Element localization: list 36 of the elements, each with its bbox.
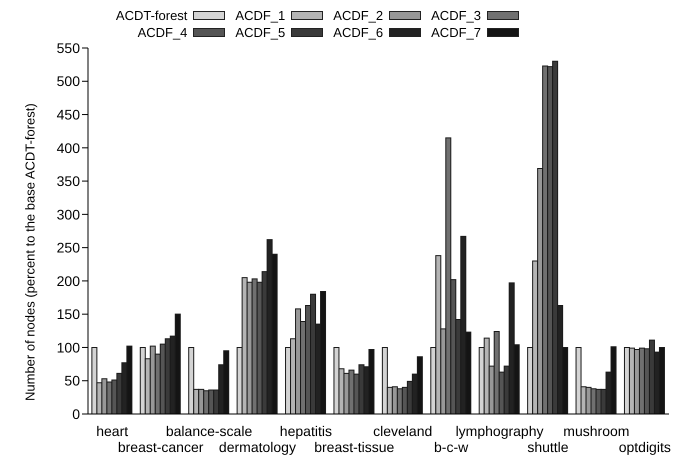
legend-label: ACDF_4: [138, 25, 188, 40]
x-tick-label: balance-scale: [166, 423, 252, 439]
y-tick-label: 50: [64, 372, 80, 389]
x-tick-label: hepatitis: [280, 423, 332, 439]
y-tick-label: 500: [56, 73, 80, 90]
bar: [91, 346, 98, 414]
legend-label: ACDF_6: [333, 25, 384, 40]
x-tick-label: breast-tissue: [314, 439, 395, 455]
x-tick-label: b-c-w: [434, 439, 470, 455]
y-tick-label: 100: [56, 339, 80, 356]
legend-label: ACDT-forest: [116, 8, 188, 23]
y-tick-label: 0: [72, 406, 80, 422]
legend-label: ACDF_3: [431, 8, 481, 23]
y-tick-label: 350: [56, 173, 80, 190]
y-tick-label: 550: [56, 40, 80, 56]
x-tick-label: optdigits: [618, 439, 671, 455]
y-tick-label: 450: [56, 106, 80, 123]
legend-label: ACDF_7: [431, 25, 481, 40]
y-tick-label: 200: [56, 272, 80, 289]
y-tick-label: 300: [56, 206, 80, 222]
legend-label: ACDF_2: [333, 8, 384, 23]
y-tick-label: 250: [56, 240, 80, 256]
x-tick-label: heart: [96, 423, 128, 439]
legend-label: ACDF_5: [235, 25, 286, 40]
x-tick-label: cleveland: [373, 423, 432, 439]
x-tick-label: mushroom: [563, 423, 630, 439]
y-tick-label: 400: [56, 140, 80, 156]
y-axis-title: Number of nodes (percent to the base ACDT-forest): [22, 103, 38, 401]
bar: [382, 346, 388, 414]
y-tick-label: 150: [56, 306, 80, 322]
x-tick-label: shuttle: [527, 439, 569, 455]
x-tick-label: dermatology: [218, 439, 296, 455]
x-tick-label: breast-cancer: [118, 439, 204, 455]
bar: [188, 346, 194, 414]
legend-label: ACDF_1: [235, 8, 286, 23]
x-tick-label: lymphography: [456, 423, 544, 439]
